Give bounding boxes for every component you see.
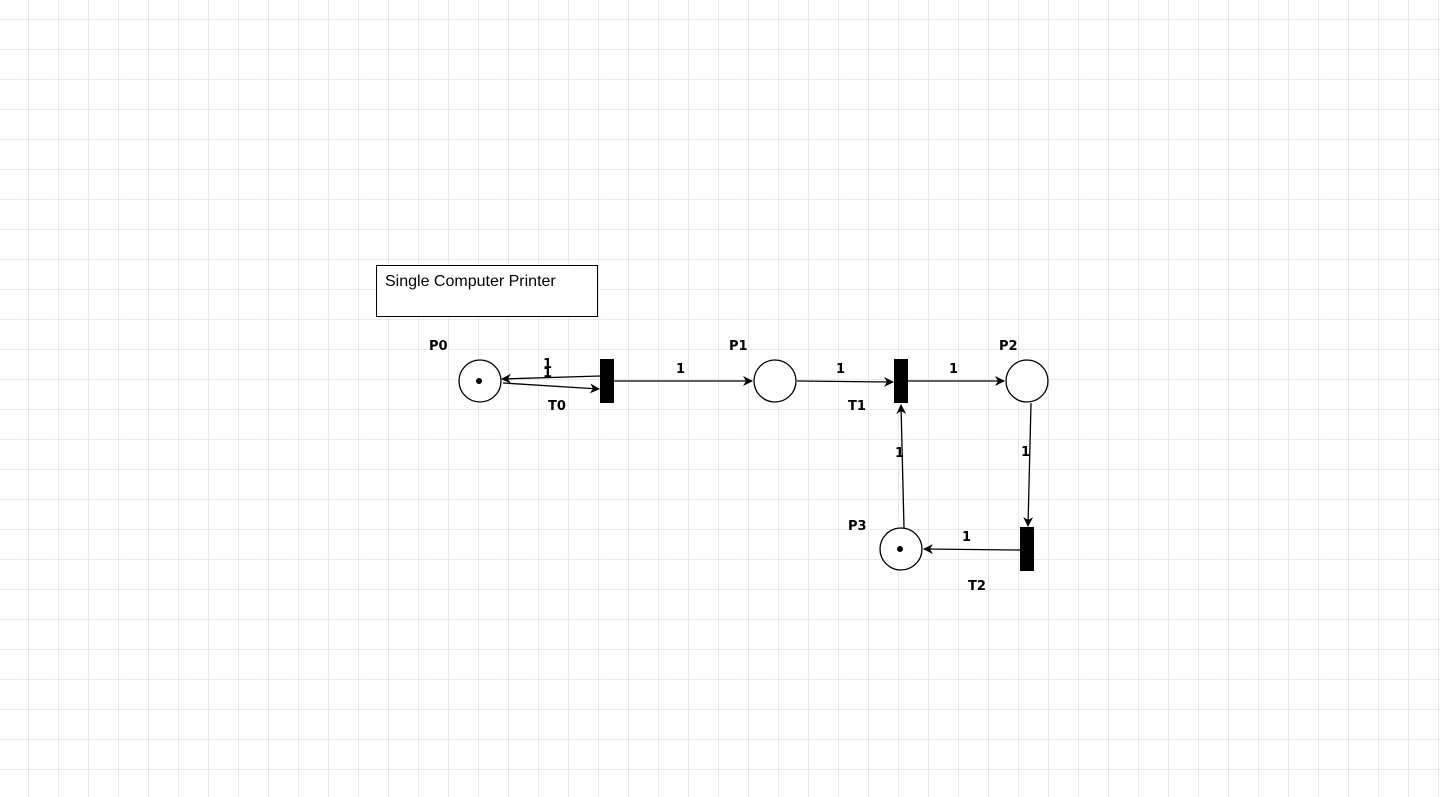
- place-p3[interactable]: P3: [848, 519, 922, 570]
- arc-weight-p3-t1: 1: [895, 446, 904, 461]
- arc-weight-p1-t1: 1: [836, 362, 845, 377]
- transition-t2[interactable]: T2: [968, 527, 1034, 594]
- transition-label-t2: T2: [968, 579, 986, 594]
- arc-p1-t1[interactable]: [797, 381, 893, 382]
- transition-label-t0: T0: [548, 399, 566, 414]
- place-label-p1: P1: [729, 339, 748, 354]
- arcs: [502, 376, 1031, 550]
- arc-p3-t1[interactable]: [901, 405, 904, 528]
- arc-weight-t2-p3: 1: [962, 530, 971, 545]
- place-label-p2: P2: [999, 339, 1018, 354]
- arc-p0-t0[interactable]: [503, 383, 599, 389]
- arc-weight-t0-p1: 1: [676, 362, 685, 377]
- token-dot: [476, 378, 482, 384]
- transition-label-t1: T1: [848, 399, 866, 414]
- place-p0[interactable]: P0: [429, 339, 501, 402]
- arc-t2-p3[interactable]: [924, 549, 1020, 550]
- token-dot: [897, 546, 903, 552]
- arc-weight-t1-p2: 1: [949, 362, 958, 377]
- place-label-p3: P3: [848, 519, 867, 534]
- place-p1[interactable]: P1: [729, 339, 796, 402]
- transition-t1[interactable]: T1: [848, 359, 908, 414]
- arc-weight-p0-t0: 1: [543, 366, 552, 381]
- place-label-p0: P0: [429, 339, 448, 354]
- arc-p2-t2[interactable]: [1028, 403, 1031, 526]
- place-p2[interactable]: P2: [999, 339, 1048, 402]
- arc-weight-p2-t2: 1: [1021, 445, 1030, 460]
